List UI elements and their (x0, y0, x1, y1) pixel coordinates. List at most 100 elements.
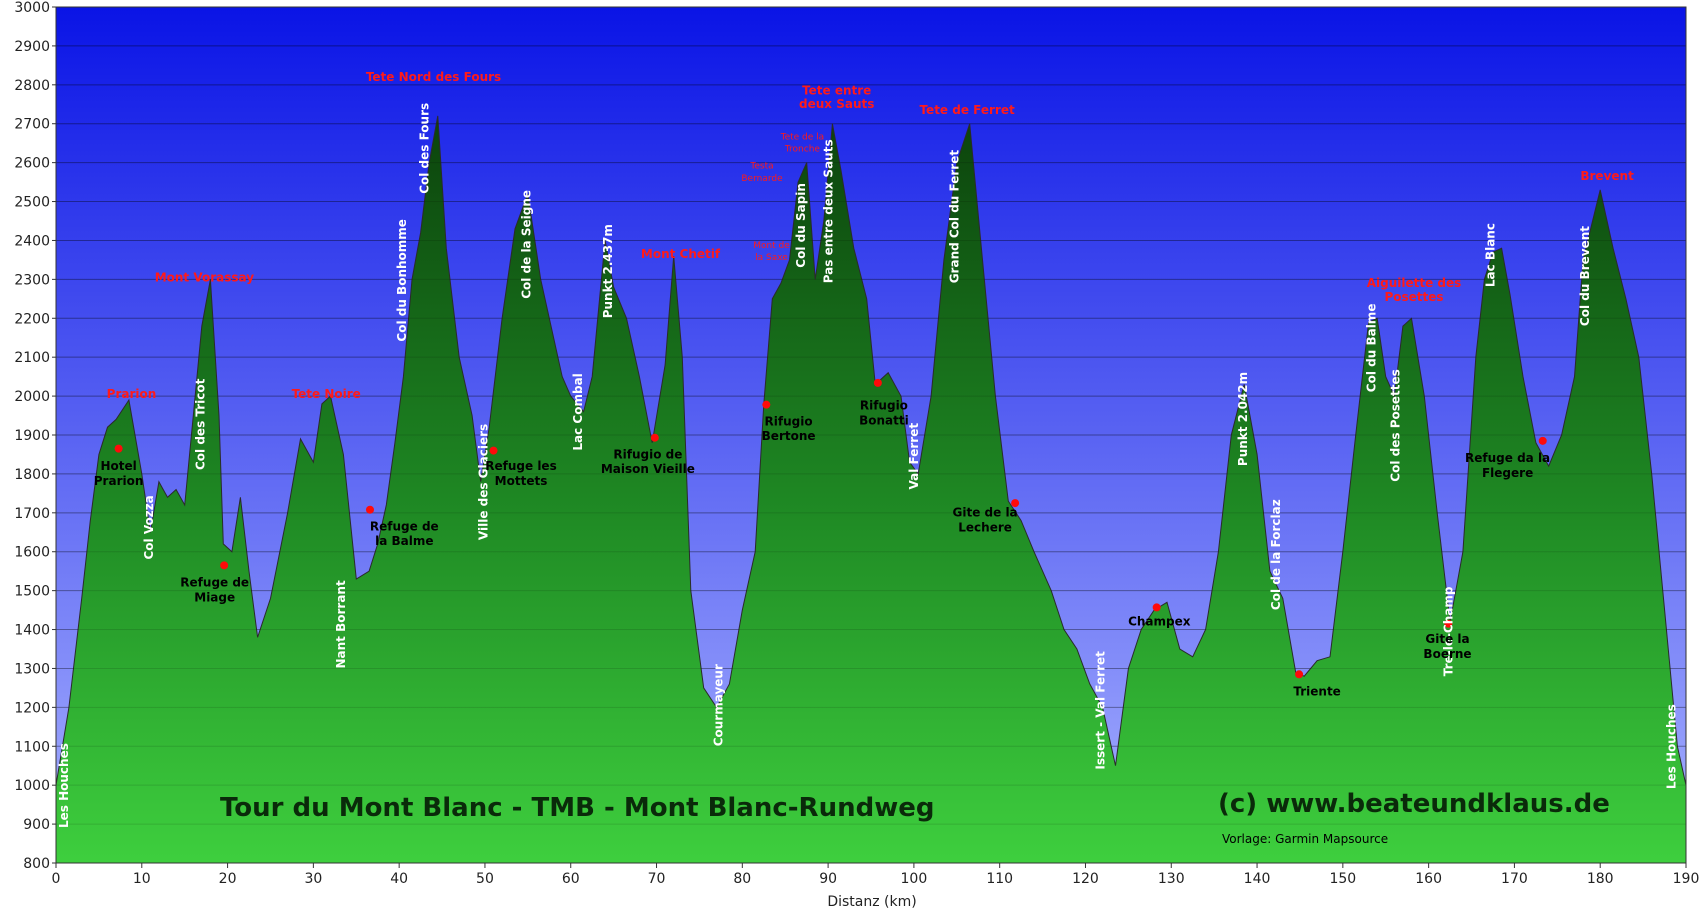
place-label: Col Vozza (142, 495, 156, 559)
place-label: Flegere (1482, 466, 1533, 480)
place-label: Refuge de (180, 576, 249, 590)
hut-marker (650, 433, 659, 442)
x-axis-label: Distanz (km) (827, 894, 916, 910)
place-label: Prarion (107, 387, 157, 401)
place-label: Refuge les (485, 459, 556, 473)
y-tick-label: 2200 (14, 311, 50, 327)
place-label: Brevent (1580, 169, 1634, 183)
place-label: Tete entre (802, 84, 871, 98)
hut-marker (114, 444, 123, 453)
copyright-text: (c) www.beateundklaus.de (1218, 789, 1610, 819)
place-label: Refuge de (370, 519, 439, 533)
terrain-series (55, 115, 1687, 864)
hut-marker (1295, 670, 1304, 679)
x-tick-label: 60 (562, 871, 580, 887)
x-tick-label: 100 (901, 871, 928, 887)
x-tick-label: 180 (1587, 871, 1614, 887)
y-tick-label: 800 (23, 856, 50, 872)
place-label: Champex (1128, 615, 1191, 629)
place-label: Tre-le-Champ (1442, 586, 1456, 676)
place-label: Refuge da la (1465, 451, 1550, 465)
axes: 8009001000110012001300140015001600170018… (14, 0, 1699, 887)
y-tick-label: 2000 (14, 389, 50, 405)
hut-marker (1011, 499, 1020, 508)
place-label: Lechere (958, 521, 1012, 535)
place-label: la Saxe (755, 253, 788, 263)
y-tick-label: 3000 (14, 0, 50, 16)
hut-markers (114, 378, 1547, 679)
place-label: Mottets (495, 474, 548, 488)
chart-title: Tour du Mont Blanc - TMB - Mont Blanc-Ru… (220, 793, 934, 823)
place-label: Nant Borrant (334, 580, 348, 668)
place-label: Mont Chetif (641, 247, 721, 261)
place-label: Grand Col du Ferret (948, 150, 962, 284)
x-tick-label: 140 (1244, 871, 1271, 887)
place-label: Miage (194, 591, 235, 605)
place-label: Tete Noire (292, 387, 361, 401)
y-tick-label: 900 (23, 817, 50, 833)
place-label: Col du Bonhomme (395, 219, 409, 342)
place-label: Punkt 2.437m (601, 224, 615, 318)
place-label: Lac Combal (571, 373, 585, 450)
place-label: Courmayeur (712, 664, 726, 746)
titles: Tour du Mont Blanc - TMB - Mont Blanc-Ru… (220, 789, 1610, 910)
y-tick-label: 2500 (14, 195, 50, 211)
place-label: Prarion (94, 474, 144, 488)
place-label: Val Ferret (907, 423, 921, 490)
y-tick-label: 2700 (14, 117, 50, 133)
x-tick-label: 30 (304, 871, 322, 887)
y-tick-label: 1500 (14, 584, 50, 600)
x-tick-label: 150 (1329, 871, 1356, 887)
x-tick-label: 70 (648, 871, 666, 887)
hut-marker (1152, 603, 1161, 612)
place-label: Col des Posettes (1389, 369, 1403, 481)
place-label: Testa (749, 162, 773, 172)
x-tick-label: 130 (1158, 871, 1185, 887)
place-label: Gite la (1425, 632, 1469, 646)
place-label: Col des Fours (417, 103, 431, 194)
place-label: Mont de (753, 241, 790, 251)
place-label: Posettes (1384, 290, 1443, 304)
hut-marker (873, 378, 882, 387)
place-label: Col du Balme (1364, 304, 1378, 393)
place-label: Mont Vorassay (155, 270, 255, 284)
y-tick-label: 1900 (14, 428, 50, 444)
y-tick-label: 1400 (14, 623, 50, 639)
place-label: Bertone (762, 429, 816, 443)
place-label: deux Sauts (799, 97, 874, 111)
y-tick-label: 2900 (14, 39, 50, 55)
place-label: Col de la Forclaz (1269, 499, 1283, 610)
y-tick-label: 1600 (14, 545, 50, 561)
place-label: Col du Brevent (1578, 226, 1592, 326)
place-label: Punkt 2.042m (1236, 372, 1250, 466)
place-label: Les Houches (57, 743, 71, 828)
place-label: Rifugio (765, 414, 813, 428)
place-label: Rifugio (860, 399, 908, 413)
place-label: Aiguilette des (1367, 276, 1462, 290)
place-label: Col des Tricot (193, 378, 207, 470)
y-tick-label: 1100 (14, 739, 50, 755)
x-tick-label: 190 (1673, 871, 1700, 887)
x-tick-label: 10 (133, 871, 151, 887)
place-label: Rifugio de (613, 447, 682, 461)
place-label: la Balme (375, 534, 433, 548)
y-tick-label: 1700 (14, 506, 50, 522)
hut-marker (1538, 436, 1547, 445)
x-tick-label: 80 (733, 871, 751, 887)
place-label: Maison Vieille (601, 462, 695, 476)
x-tick-label: 160 (1415, 871, 1442, 887)
place-label: Triente (1293, 685, 1340, 699)
place-label: Issert - Val Ferret (1093, 651, 1107, 770)
x-tick-label: 0 (52, 871, 61, 887)
x-tick-label: 40 (390, 871, 408, 887)
y-tick-label: 1000 (14, 778, 50, 794)
place-label: Tete de la (780, 132, 825, 142)
place-label: Hotel (100, 459, 136, 473)
place-label: Bonatti (859, 414, 909, 428)
y-tick-label: 2300 (14, 272, 50, 288)
place-label: Tete Nord des Fours (366, 70, 501, 84)
y-tick-label: 1300 (14, 661, 50, 677)
place-label: Bernarde (741, 174, 783, 184)
hut-marker (762, 400, 771, 409)
